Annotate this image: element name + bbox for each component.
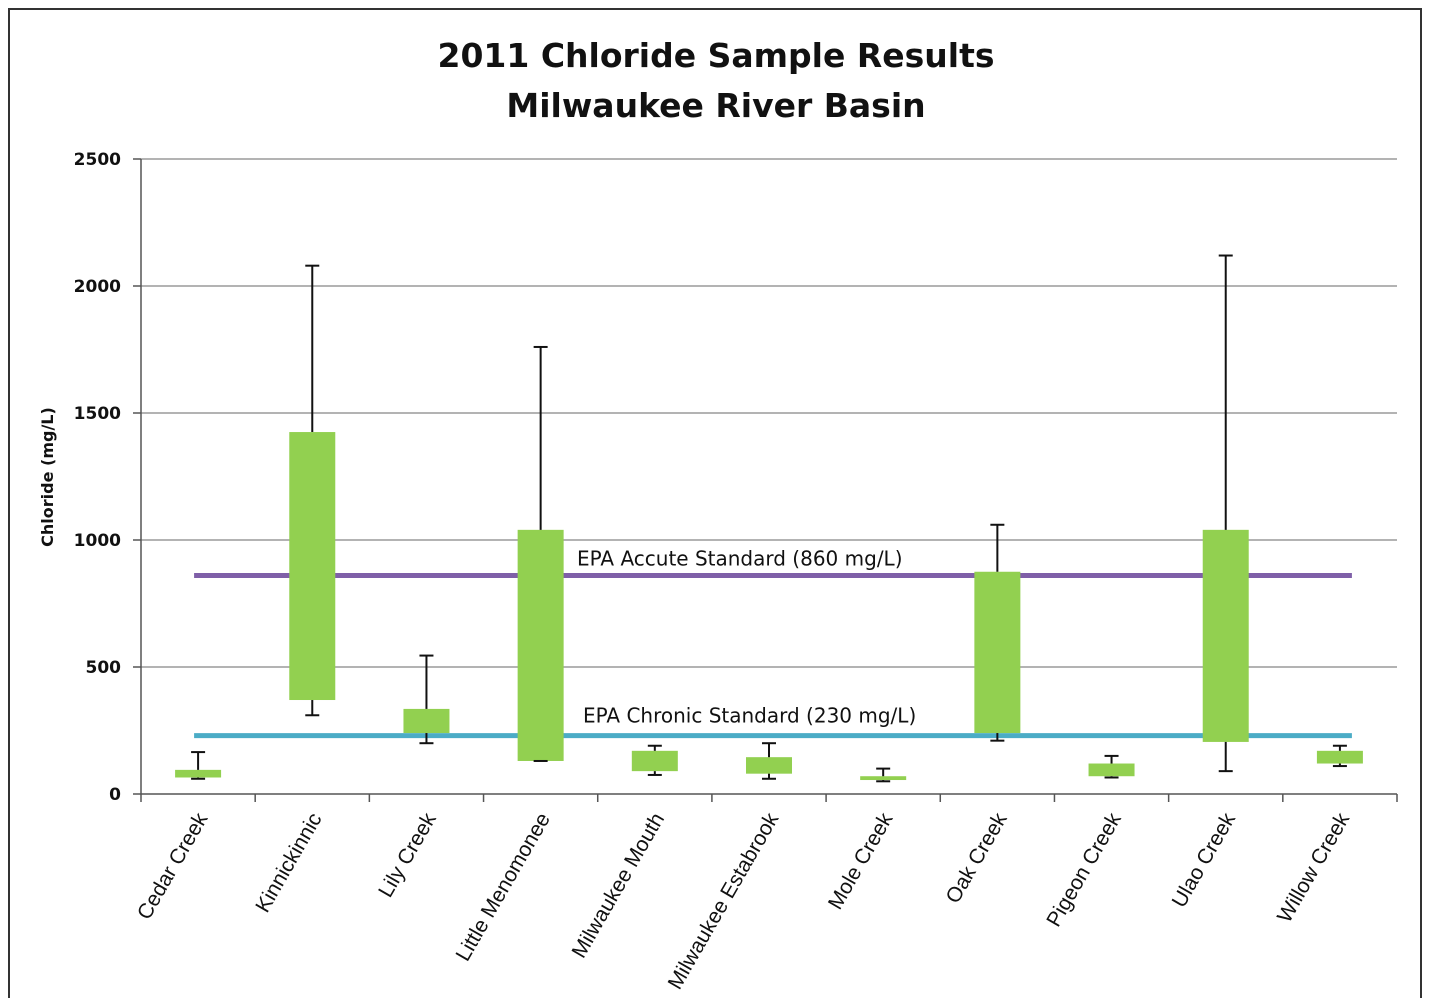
- x-tick-label: Oak Creek: [942, 809, 1012, 908]
- x-tick-label: Milwaukee Mouth: [568, 809, 670, 962]
- reference-line-label: EPA Chronic Standard (230 mg/L): [583, 704, 916, 728]
- x-tick-label: Little Menomonee: [452, 809, 555, 965]
- chart-title-line-2: Milwaukee River Basin: [506, 86, 925, 125]
- y-tick-label: 0: [109, 785, 121, 805]
- x-tick-label: Milwaukee Estabrook: [664, 809, 784, 994]
- range-bar: [403, 708, 450, 734]
- x-tick-label: Kinnickinnic: [251, 809, 326, 917]
- reference-line-label: EPA Accute Standard (860 mg/L): [577, 547, 903, 571]
- chart-frame: [8, 8, 1422, 998]
- range-bar: [175, 769, 222, 778]
- range-bar: [1202, 529, 1249, 742]
- range-bar: [1316, 750, 1363, 764]
- range-bar: [746, 757, 792, 774]
- y-axis-label: Chloride (mg/L): [38, 407, 57, 547]
- x-tick-label: Pigeon Creek: [1042, 809, 1126, 931]
- x-tick-label: Willow Creek: [1273, 809, 1354, 927]
- range-bar: [1088, 763, 1135, 777]
- x-tick-label: Mole Creek: [824, 809, 898, 914]
- range-bar: [631, 750, 678, 772]
- chart-title-line-1: 2011 Chloride Sample Results: [438, 36, 995, 75]
- y-tick-label: 2000: [74, 277, 121, 297]
- range-bar: [860, 776, 907, 781]
- y-tick-label: 1500: [74, 404, 121, 424]
- range-bar: [517, 529, 564, 761]
- range-bar: [974, 571, 1021, 734]
- y-tick-label: 1000: [74, 531, 121, 551]
- x-tick-label: Ulao Creek: [1168, 809, 1241, 912]
- x-tick-label: Cedar Creek: [133, 809, 213, 924]
- x-tick-label: Lily Creek: [374, 809, 441, 902]
- range-bar: [289, 432, 336, 701]
- y-tick-label: 2500: [74, 150, 121, 170]
- y-tick-label: 500: [86, 658, 122, 678]
